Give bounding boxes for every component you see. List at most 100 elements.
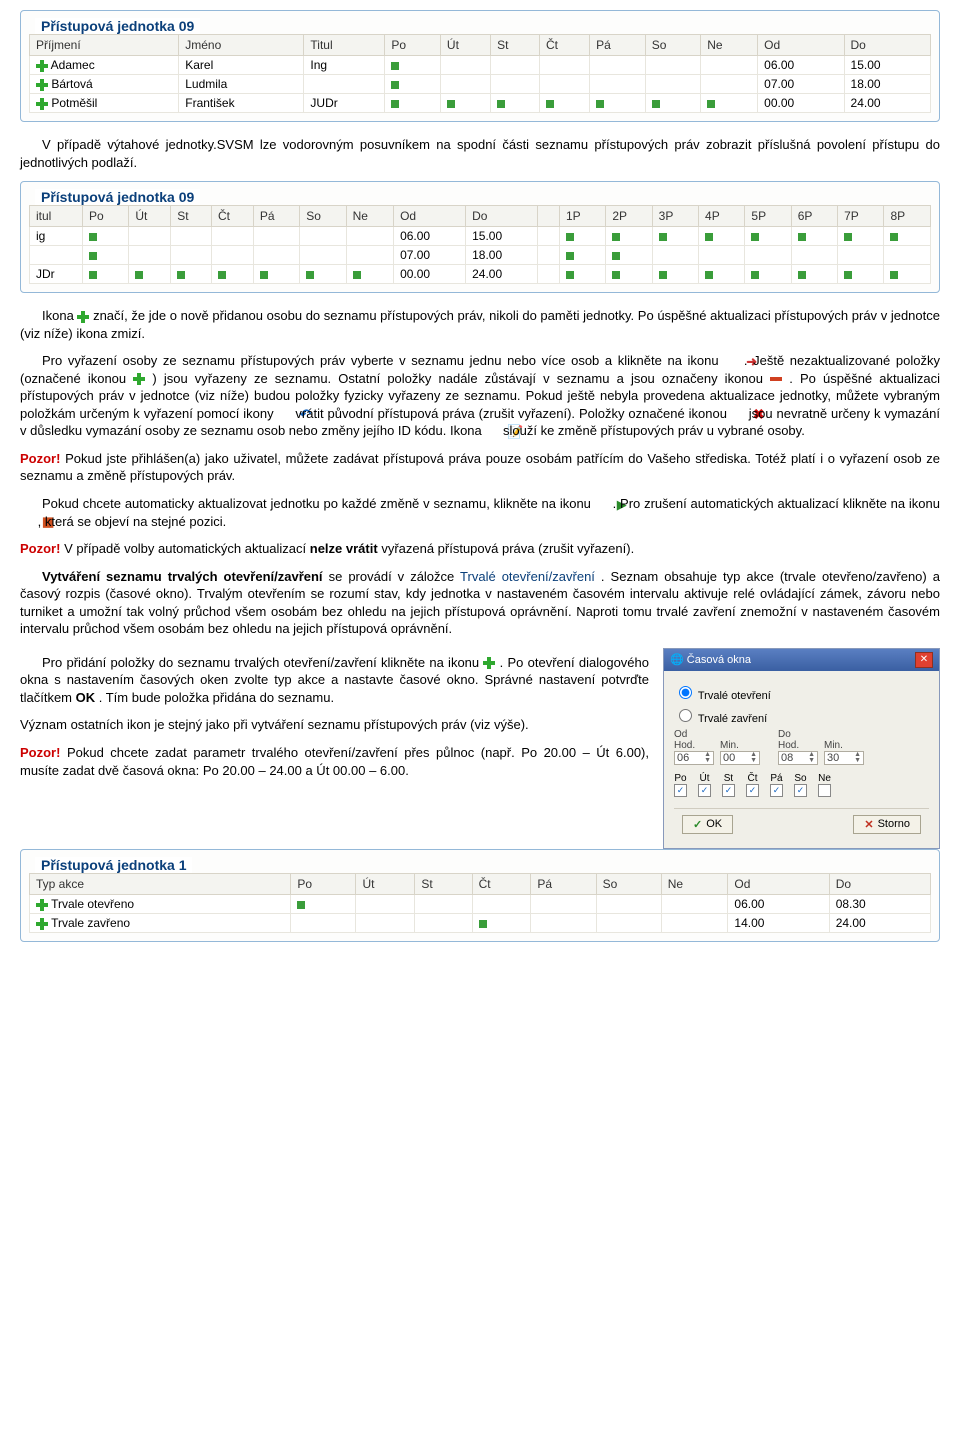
cell — [440, 94, 490, 113]
cell — [699, 265, 745, 284]
table-row[interactable]: ig06.0015.00 — [30, 227, 931, 246]
check-icon: ✓ — [693, 818, 702, 831]
table-row[interactable]: PotměšilFrantišekJUDr00.0024.00 — [30, 94, 931, 113]
table-row[interactable]: JDr00.0024.00 — [30, 265, 931, 284]
paragraph-scroll: V případě výtahové jednotky.SVSM lze vod… — [20, 136, 940, 171]
cell — [538, 246, 560, 265]
radio-input-close[interactable] — [679, 709, 692, 722]
cell — [415, 894, 472, 913]
cell — [699, 227, 745, 246]
square-icon — [260, 271, 268, 279]
label-min: Min. — [720, 740, 760, 751]
square-icon — [479, 920, 487, 928]
paragraph-auto-update: Pokud chcete automaticky aktualizovat je… — [20, 495, 940, 530]
cell — [645, 75, 701, 94]
cell — [491, 75, 540, 94]
storno-button[interactable]: ✕Storno — [853, 815, 921, 834]
cell — [745, 227, 791, 246]
square-icon — [497, 100, 505, 108]
day-label: St — [722, 773, 735, 784]
cell — [491, 56, 540, 75]
square-icon — [612, 271, 620, 279]
spin-do-m[interactable]: 30▲▼ — [824, 751, 864, 765]
cell — [300, 227, 346, 246]
day-checkbox[interactable]: ✓ — [722, 784, 735, 797]
day-col: Čt✓ — [746, 773, 759, 800]
day-checkbox[interactable]: ✓ — [746, 784, 759, 797]
square-icon — [612, 252, 620, 260]
spin-od-m[interactable]: 00▲▼ — [720, 751, 760, 765]
square-icon — [751, 271, 759, 279]
table-row[interactable]: Trvale otevřeno06.0008.30 — [30, 894, 931, 913]
time-windows-dialog: 🌐 Časová okna ✕ Trvalé otevření Trvalé z… — [663, 648, 940, 849]
cell — [253, 227, 299, 246]
cell — [539, 94, 589, 113]
cell — [884, 265, 931, 284]
col-header: Do — [466, 206, 538, 227]
cell: 18.00 — [466, 246, 538, 265]
day-checkbox[interactable] — [818, 784, 831, 797]
col-header: Pá — [531, 873, 596, 894]
col-header — [538, 206, 560, 227]
paragraph-other-icons: Význam ostatních ikon je stejný jako při… — [20, 716, 649, 734]
cell — [838, 246, 884, 265]
radio-open[interactable]: Trvalé otevření — [674, 683, 929, 702]
col-header: Jméno — [179, 35, 304, 56]
cell: 00.00 — [394, 265, 466, 284]
txt: . Pro zrušení automatických aktualizací … — [613, 496, 940, 511]
txt: Pro přidání položky do seznamu trvalých … — [42, 655, 483, 670]
day-checkbox[interactable]: ✓ — [698, 784, 711, 797]
time-from: Od Hod.06▲▼ Min.00▲▼ — [674, 729, 760, 765]
day-checkbox[interactable]: ✓ — [770, 784, 783, 797]
cell — [346, 265, 393, 284]
cell — [559, 246, 605, 265]
square-icon — [89, 271, 97, 279]
cell — [356, 894, 415, 913]
cell — [645, 94, 701, 113]
play-icon: ▶ — [595, 498, 609, 512]
cell — [171, 227, 212, 246]
col-header: Ne — [661, 873, 728, 894]
cell — [491, 94, 540, 113]
cell — [171, 265, 212, 284]
cell — [83, 246, 129, 265]
ok-button[interactable]: ✓OK — [682, 815, 733, 834]
cell — [171, 246, 212, 265]
label-min: Min. — [824, 740, 864, 751]
radio-input-open[interactable] — [679, 686, 692, 699]
cell — [291, 913, 356, 932]
table-row[interactable]: Trvale zavřeno14.0024.00 — [30, 913, 931, 932]
table-row[interactable]: AdamecKarelIng06.0015.00 — [30, 56, 931, 75]
txt: se provádí v záložce — [329, 569, 460, 584]
cell — [590, 94, 646, 113]
x-icon: ✕ — [864, 818, 873, 831]
close-button[interactable]: ✕ — [915, 652, 933, 668]
cell — [30, 246, 83, 265]
cell: Ludmila — [179, 75, 304, 94]
cell: 07.00 — [394, 246, 466, 265]
col-header: 4P — [699, 206, 745, 227]
col-header: 2P — [606, 206, 652, 227]
table-row[interactable]: BártováLudmila07.0018.00 — [30, 75, 931, 94]
day-checkbox[interactable]: ✓ — [674, 784, 687, 797]
txt: Pokud chcete zadat parametr trvalého ote… — [20, 745, 649, 778]
paragraph-warning-3: Pozor! Pokud chcete zadat parametr trval… — [20, 744, 649, 779]
cell: 08.30 — [829, 894, 930, 913]
cell — [538, 265, 560, 284]
day-checkbox[interactable]: ✓ — [794, 784, 807, 797]
radio-close[interactable]: Trvalé zavření — [674, 706, 929, 725]
square-icon — [297, 901, 305, 909]
cell — [701, 75, 758, 94]
cell — [253, 246, 299, 265]
cell — [559, 265, 605, 284]
txt-bold: Vytváření seznamu trvalých otevření/zavř… — [42, 569, 323, 584]
square-icon — [890, 233, 898, 241]
spin-od-h[interactable]: 06▲▼ — [674, 751, 714, 765]
legend-2: Přístupová jednotka 09 — [35, 189, 200, 205]
cell: Trvale otevřeno — [30, 894, 291, 913]
spin-do-h[interactable]: 08▲▼ — [778, 751, 818, 765]
square-icon — [566, 252, 574, 260]
square-icon — [391, 62, 399, 70]
table-row[interactable]: 07.0018.00 — [30, 246, 931, 265]
col-header: Čt — [212, 206, 254, 227]
